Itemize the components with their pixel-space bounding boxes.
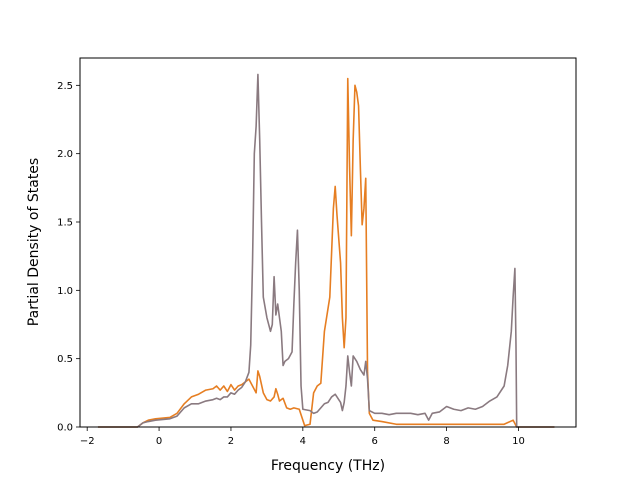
series-line-1 [97,77,555,428]
y-axis-label: Partial Density of States [26,158,42,326]
y-tick-label: 2.0 [57,149,73,160]
x-tick-label: −2 [80,436,95,447]
y-tick-label: 1.0 [57,286,73,297]
series-line-2 [97,73,555,428]
series-layer [97,73,555,428]
x-tick-label: 4 [300,436,306,447]
y-tick-label: 0.0 [57,423,73,434]
y-tick-label: 1.5 [57,218,73,229]
y-tick-label: 2.5 [57,81,73,92]
x-axis-label: Frequency (THz) [271,458,385,474]
x-tick-label: 6 [372,436,378,447]
x-axis: −2 0 2 4 6 8 10 [80,427,525,447]
x-tick-label: 0 [156,436,162,447]
y-tick-label: 0.5 [57,354,73,365]
x-tick-label: 8 [443,436,449,447]
x-tick-label: 10 [512,436,525,447]
x-tick-label: 2 [228,436,234,447]
y-axis: 0.0 0.5 1.0 1.5 2.0 2.5 [57,81,80,434]
plot-frame [79,57,577,428]
